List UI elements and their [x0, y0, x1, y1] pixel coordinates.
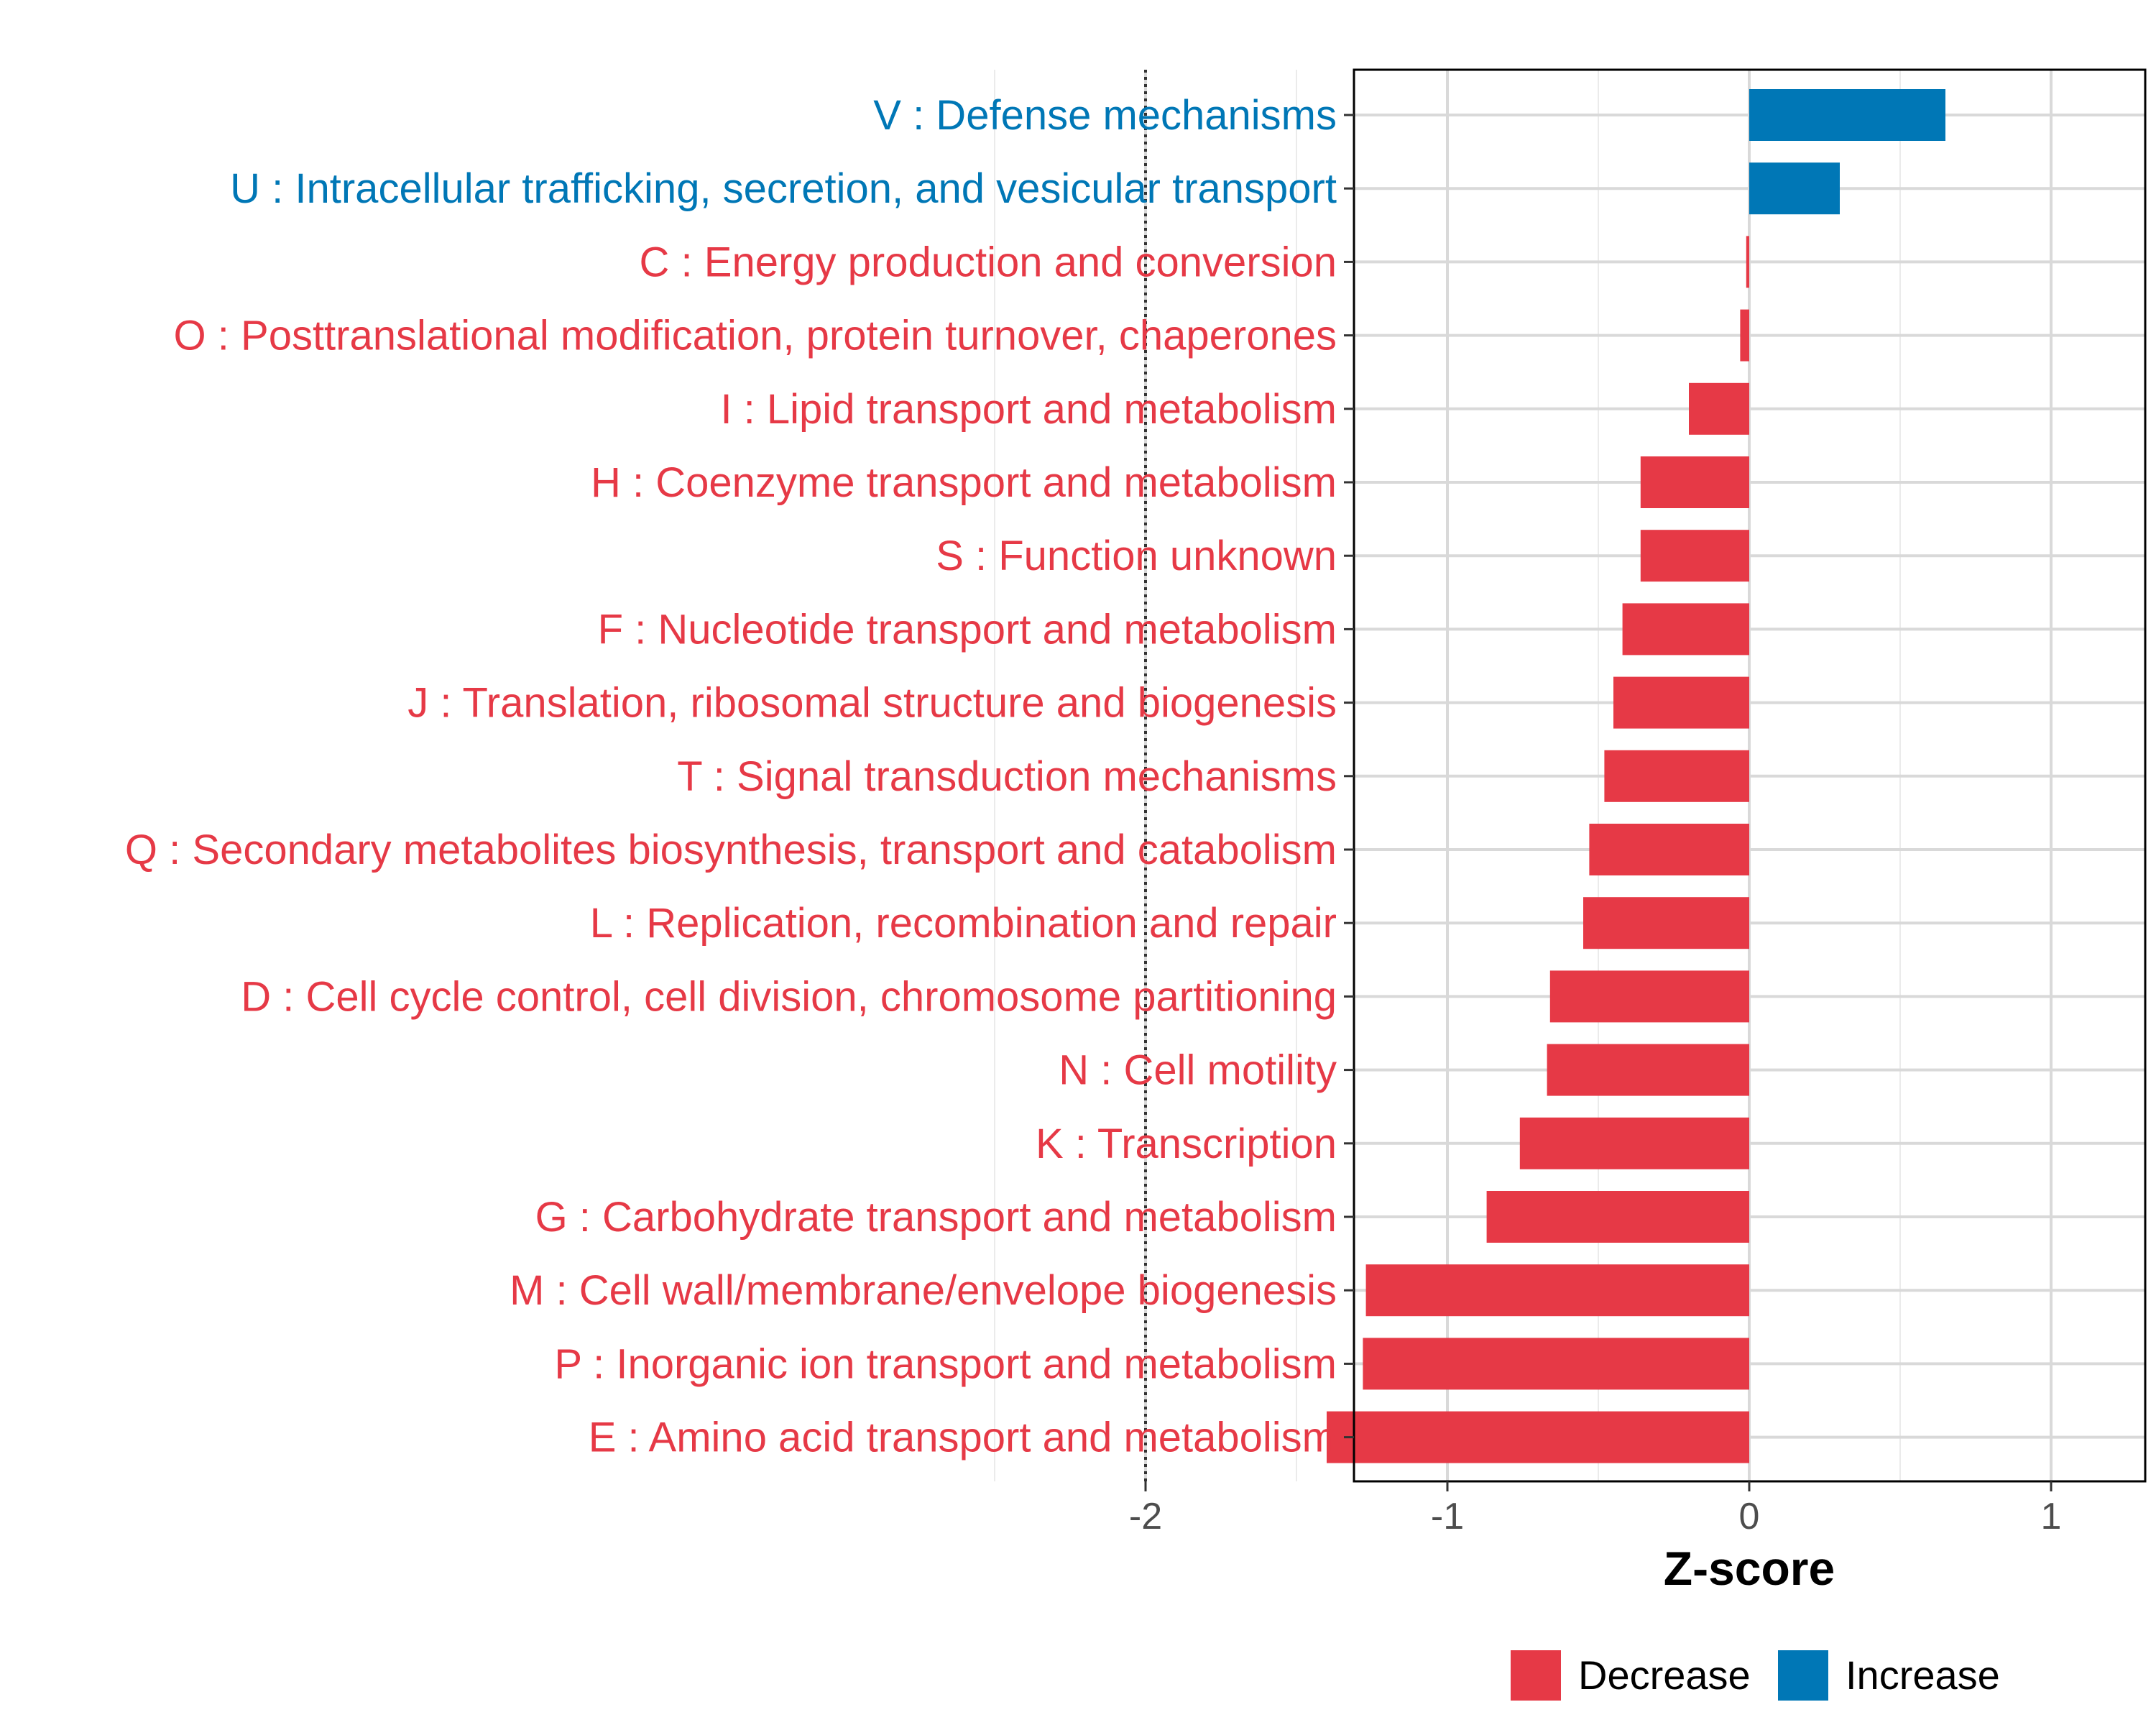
category-label: V : Defense mechanisms: [873, 92, 1337, 139]
category-label: P : Inorganic ion transport and metaboli…: [554, 1340, 1337, 1387]
legend: Decrease Increase: [1511, 1650, 2000, 1701]
x-axis-title: Z-score: [1664, 1542, 1835, 1595]
y-axis-ticks: [1344, 114, 1354, 1439]
x-tick-label: 0: [1739, 1496, 1760, 1537]
bar: [1604, 750, 1749, 802]
legend-label: Decrease: [1578, 1652, 1751, 1698]
bar: [1749, 89, 1945, 141]
bar: [1583, 897, 1749, 949]
category-label: C : Energy production and conversion: [640, 239, 1337, 285]
bar: [1749, 162, 1840, 215]
grid-lines: [994, 70, 2145, 1481]
category-label: J : Translation, ribosomal structure and…: [407, 680, 1337, 727]
bar: [1613, 676, 1749, 729]
category-label: U : Intracellular trafficking, secretion…: [230, 165, 1337, 212]
bar: [1689, 382, 1749, 435]
category-label: L : Replication, recombination and repai…: [590, 900, 1337, 947]
bar: [1363, 1338, 1749, 1390]
x-tick-label: -1: [1431, 1496, 1464, 1537]
category-label: Q : Secondary metabolites biosynthesis, …: [125, 827, 1337, 873]
x-tick-label: -2: [1129, 1496, 1162, 1537]
bar: [1640, 456, 1749, 508]
category-label: D : Cell cycle control, cell division, c…: [241, 973, 1337, 1020]
reference-lines: [1144, 70, 1147, 1481]
category-label: S : Function unknown: [936, 533, 1337, 579]
category-label: N : Cell motility: [1059, 1047, 1337, 1094]
category-label: O : Posttranslational modification, prot…: [174, 313, 1337, 359]
category-label: T : Signal transduction mechanisms: [677, 753, 1337, 800]
bar: [1640, 530, 1749, 582]
legend-swatch: [1778, 1650, 1828, 1701]
bars: [1327, 89, 1945, 1463]
bar: [1740, 309, 1749, 362]
legend-label: Increase: [1846, 1652, 2000, 1698]
bar: [1622, 603, 1749, 656]
x-tick-label: 1: [2041, 1496, 2062, 1537]
category-label: K : Transcription: [1036, 1121, 1337, 1167]
bar: [1746, 236, 1749, 288]
bar: [1486, 1191, 1749, 1243]
bar: [1365, 1264, 1749, 1317]
bar: [1589, 824, 1749, 875]
bar: [1547, 1044, 1749, 1096]
legend-swatch: [1511, 1650, 1561, 1701]
category-label: E : Amino acid transport and metabolism: [589, 1414, 1337, 1461]
x-axis-ticks: -2-1012: [1129, 1481, 2062, 1537]
bar: [1549, 970, 1749, 1023]
category-label: G : Carbohydrate transport and metabolis…: [535, 1194, 1337, 1241]
category-label: I : Lipid transport and metabolism: [720, 386, 1337, 433]
category-label: H : Coenzyme transport and metabolism: [591, 459, 1337, 506]
category-labels: V : Defense mechanisms U : Intracellular …: [125, 92, 1337, 1461]
category-label: F : Nucleotide transport and metabolism: [598, 606, 1337, 653]
category-label: M : Cell wall/membrane/envelope biogenes…: [510, 1267, 1337, 1314]
bar: [1519, 1117, 1749, 1169]
bar: [1327, 1411, 1749, 1463]
